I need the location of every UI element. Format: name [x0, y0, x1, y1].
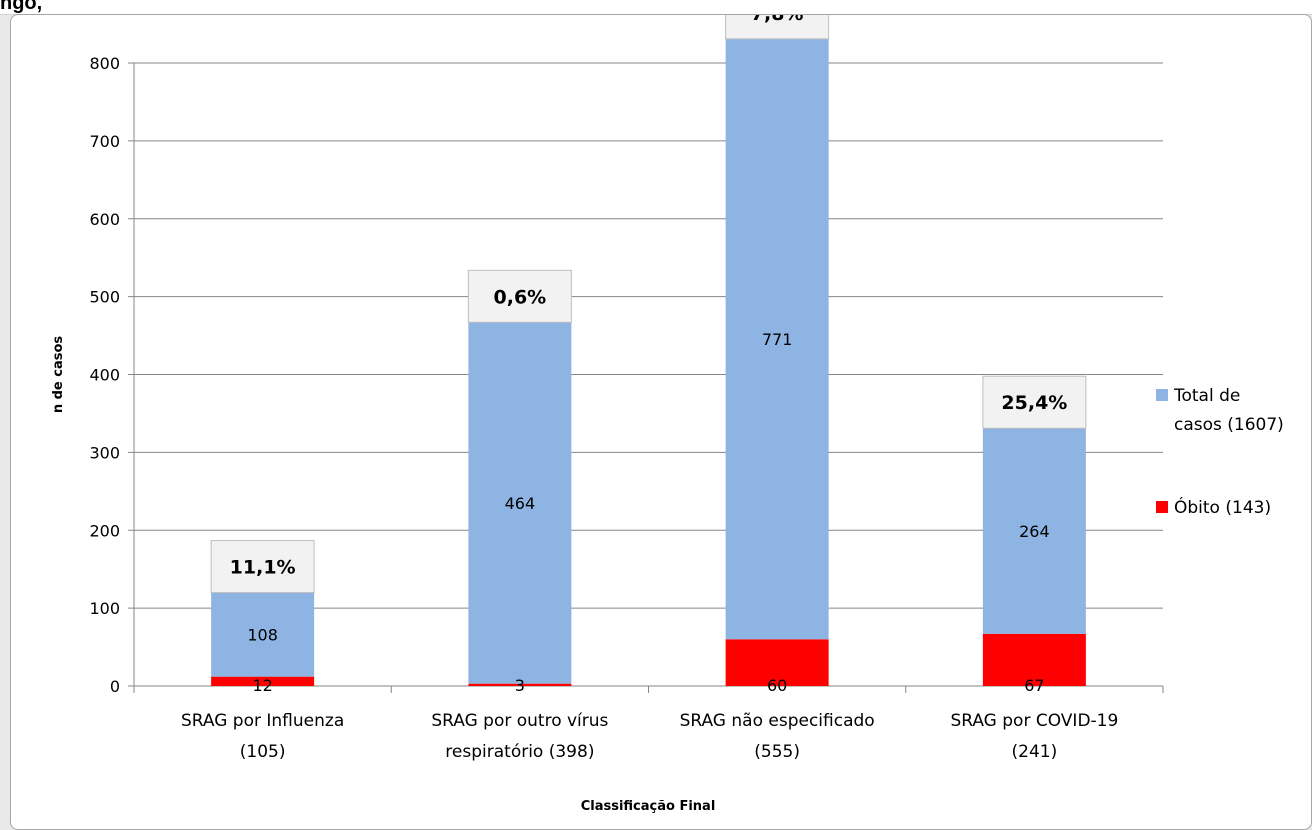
y-tick-label: 700	[89, 132, 120, 151]
legend-swatch-total	[1156, 389, 1168, 401]
y-tick-label: 600	[89, 210, 120, 229]
chart-area[interactable]: 0 100 200 300 400 500 600 700 800 108 12 11,1% SRAG …	[10, 14, 1312, 830]
y-tick-label: 100	[89, 599, 120, 618]
bar-obito	[725, 639, 829, 686]
category-label-line2: respiratório (398)	[445, 742, 594, 762]
data-label-obito: 12	[252, 676, 272, 695]
data-label-obito: 67	[1024, 676, 1044, 695]
y-tick-label: 0	[110, 677, 120, 696]
y-tick-label: 400	[89, 366, 120, 385]
header-fragment: ngo,	[0, 0, 43, 14]
y-axis-title: n de casos	[51, 336, 66, 414]
data-label-obito: 3	[515, 676, 525, 695]
data-label-total: 771	[762, 330, 793, 349]
y-tick-label: 200	[89, 521, 120, 540]
category-label-line2: (241)	[1012, 742, 1058, 762]
category-label-line1: SRAG por outro vírus	[431, 711, 608, 731]
y-tick-label: 800	[89, 54, 120, 73]
category-label-line1: SRAG por COVID-19	[950, 711, 1118, 731]
data-label-total: 108	[247, 626, 278, 645]
data-label-obito: 60	[767, 676, 787, 695]
y-tick-label: 300	[89, 443, 120, 462]
category-label-line2: (555)	[754, 742, 800, 762]
bar-total-casos	[468, 322, 572, 684]
bar-total-casos	[725, 38, 829, 640]
data-label-total: 464	[505, 494, 536, 513]
bar-obito	[211, 676, 315, 686]
data-label-total: 264	[1019, 522, 1050, 541]
bar-total-casos	[982, 428, 1086, 634]
stacked-bar-chart: 0 100 200 300 400 500 600 700 800 108 12 11,1% SRAG …	[51, 15, 1284, 814]
category-label-line1: SRAG por Influenza	[181, 711, 344, 731]
percent-label: 7,8%	[751, 15, 804, 25]
percent-label: 11,1%	[230, 557, 296, 579]
category-label-line1: SRAG não especificado	[680, 711, 875, 731]
bar-total-casos	[211, 592, 315, 677]
percent-callout	[467, 269, 572, 323]
percent-label: 25,4%	[1001, 392, 1067, 414]
percent-callout	[210, 540, 315, 594]
x-axis-title: Classificação Final	[581, 799, 716, 814]
bar-obito	[468, 683, 572, 686]
spreadsheet-top-strip: ngo,	[0, 0, 1312, 15]
category-label-line2: (105)	[240, 742, 286, 762]
percent-label: 0,6%	[494, 286, 547, 308]
legend-swatch-obito	[1156, 501, 1168, 513]
percent-callout	[725, 15, 830, 40]
y-tick-label: 500	[89, 288, 120, 307]
bar-obito	[982, 633, 1086, 686]
percent-callout	[982, 375, 1087, 429]
legend-label-obito: Óbito (143)	[1174, 496, 1271, 518]
legend-label-total: Total de casos (1607)	[1173, 386, 1284, 435]
